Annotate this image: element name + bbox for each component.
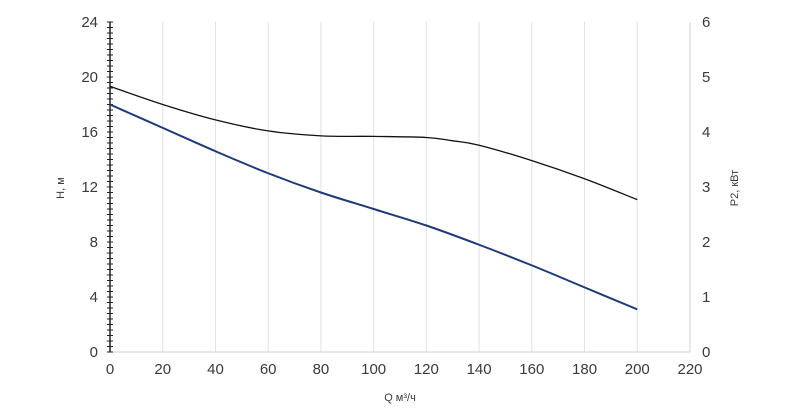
y-tick-label-right: 4	[702, 124, 710, 141]
y-tick-label-right: 2	[702, 234, 710, 251]
series-line-head	[109, 103, 638, 311]
x-tick-label: 180	[572, 361, 597, 378]
y-axis-title-left: H, м	[55, 177, 67, 199]
tick-labels: 0 20 40 60 80 100 120 140 160 180 200 2200481216202…	[81, 14, 710, 378]
y-tick-label-left: 4	[90, 289, 98, 306]
x-tick-label: 60	[260, 361, 277, 378]
x-tick-label: 20	[154, 361, 171, 378]
series-line-power	[109, 85, 638, 201]
x-tick-label: 200	[625, 361, 650, 378]
axes	[107, 21, 691, 353]
x-tick-label: 160	[519, 361, 544, 378]
x-tick-label: 120	[414, 361, 439, 378]
x-axis-title: Q м³/ч	[384, 392, 416, 404]
x-tick-label: 220	[677, 361, 702, 378]
y-tick-label-left: 8	[90, 234, 98, 251]
x-tick-label: 100	[361, 361, 386, 378]
y-tick-label-right: 0	[702, 344, 710, 361]
x-tick-label: 140	[467, 361, 492, 378]
y-axis-title-right: P2, кВт	[729, 170, 741, 206]
y-tick-label-left: 24	[81, 14, 98, 31]
y-tick-label-right: 6	[702, 14, 710, 31]
x-tick-label: 0	[106, 361, 114, 378]
y-tick-label-right: 5	[702, 69, 710, 86]
y-tick-label-right: 3	[702, 179, 710, 196]
y-tick-label-left: 12	[81, 179, 98, 196]
y-tick-label-left: 20	[81, 69, 98, 86]
y-tick-label-left: 0	[90, 344, 98, 361]
x-tick-label: 40	[207, 361, 224, 378]
y-tick-label-right: 1	[702, 289, 710, 306]
x-tick-label: 80	[313, 361, 330, 378]
series-lines	[109, 85, 638, 311]
y-tick-label-left: 16	[81, 124, 98, 141]
grid	[109, 22, 691, 352]
